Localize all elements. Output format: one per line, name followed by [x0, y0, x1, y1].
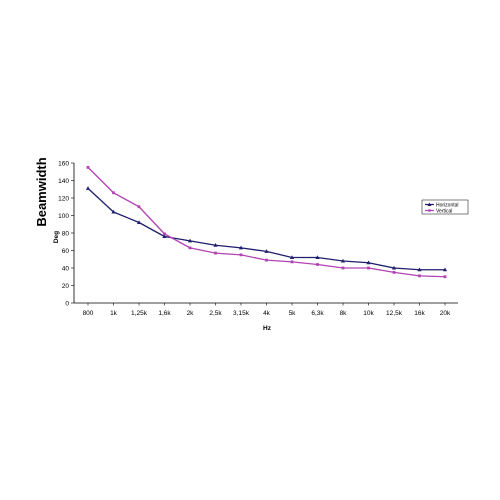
- series-line-horizontal: [87, 187, 445, 271]
- y-tick-label: 0: [65, 300, 69, 307]
- x-tick-label: 3,15k: [233, 310, 250, 317]
- y-axis-title: Deg: [53, 231, 60, 243]
- y-tick-label: 80: [62, 230, 70, 237]
- x-tick-label: 12,5k: [386, 310, 403, 317]
- x-axis-title: Hz: [263, 325, 272, 332]
- y-tick-label: 60: [62, 248, 70, 255]
- data-point-horizontal: [315, 255, 320, 259]
- x-tick-label: 1,25k: [131, 310, 148, 317]
- data-point-vertical: [112, 191, 115, 195]
- legend-label-horizontal: Horizontal: [436, 202, 459, 208]
- data-point-vertical: [188, 246, 192, 250]
- data-point-vertical: [443, 275, 447, 279]
- x-tick-label: 20k: [440, 310, 451, 317]
- x-tick-label: 10k: [363, 310, 374, 317]
- data-point-vertical: [265, 258, 268, 262]
- data-point-horizontal: [213, 243, 218, 247]
- data-point-vertical: [290, 260, 294, 264]
- data-point-vertical: [341, 266, 345, 270]
- series-layer: [85, 165, 448, 279]
- data-point-horizontal: [136, 220, 142, 224]
- data-point-vertical: [239, 253, 243, 257]
- data-point-horizontal: [289, 255, 295, 259]
- x-tick-label: 6,3k: [311, 310, 324, 317]
- data-point-horizontal: [264, 249, 269, 253]
- y-ticks: 0 20 40 60 80 100 120 140 160: [58, 160, 74, 307]
- data-point-vertical: [392, 270, 396, 274]
- data-point-vertical: [367, 266, 370, 270]
- data-point-horizontal: [238, 245, 244, 250]
- x-tick-label: 2,5k: [209, 310, 222, 317]
- data-point-vertical: [214, 251, 217, 255]
- y-tick-label: 20: [62, 283, 70, 290]
- data-point-vertical: [418, 274, 421, 278]
- y-tick-label: 160: [58, 160, 69, 167]
- data-point-vertical: [86, 165, 90, 169]
- data-point-horizontal: [391, 265, 397, 270]
- data-point-horizontal: [111, 209, 116, 214]
- x-tick-label: 800: [83, 310, 94, 317]
- x-tick-label: 16k: [414, 310, 425, 317]
- data-point-horizontal: [366, 260, 371, 265]
- legend: Horizontal Vertical: [421, 199, 469, 214]
- legend-marker-horizontal: [427, 202, 432, 206]
- x-tick-label: 8k: [340, 310, 348, 317]
- data-point-horizontal: [417, 267, 422, 272]
- x-tick-label: 1k: [110, 310, 118, 317]
- y-tick-label: 40: [62, 265, 70, 272]
- data-point-vertical: [163, 232, 166, 236]
- x-tick-label: 1,6k: [158, 310, 171, 317]
- x-tick-label: 4k: [263, 310, 271, 317]
- data-point-horizontal: [442, 267, 448, 272]
- chart-title: Beamwidth: [34, 157, 49, 226]
- data-point-horizontal: [162, 234, 167, 238]
- y-tick-label: 120: [58, 195, 69, 202]
- data-point-vertical: [137, 205, 141, 209]
- y-tick-label: 100: [58, 213, 69, 220]
- data-point-horizontal: [85, 186, 91, 190]
- data-point-vertical: [316, 263, 319, 266]
- x-ticks: 800 1k 1,25k 1,6k 2k 2,5k 3,15k 4k 5k 6,3k 8k 10k 12…: [83, 303, 451, 317]
- legend-marker-vertical: [428, 209, 431, 212]
- y-tick-label: 140: [58, 178, 69, 185]
- data-point-horizontal: [187, 238, 193, 243]
- x-tick-label: 5k: [289, 310, 297, 317]
- data-point-horizontal: [340, 258, 346, 263]
- x-tick-label: 2k: [187, 310, 195, 317]
- legend-label-vertical: Vertical: [436, 208, 452, 214]
